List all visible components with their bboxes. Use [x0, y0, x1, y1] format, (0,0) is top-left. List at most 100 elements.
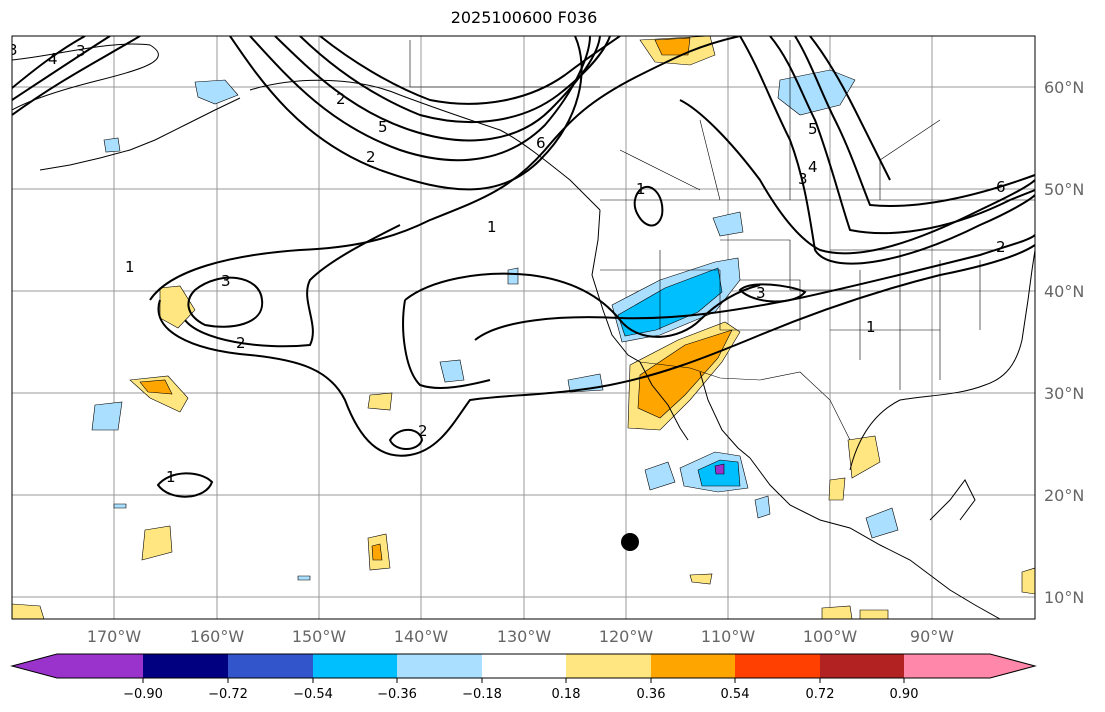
shade-patch: [821, 605, 853, 619]
shade-patch: [159, 285, 196, 329]
contour-label: 6: [996, 178, 1006, 196]
border-states: [600, 239, 1000, 390]
colorbar-tick-label: 0.90: [890, 687, 919, 702]
colorbar-segment: [313, 654, 397, 678]
contour-line: [388, 428, 424, 450]
contours: [12, 36, 1035, 498]
shade-patch: [689, 573, 713, 585]
shade-patch: [141, 525, 173, 561]
contour-line: [184, 224, 401, 348]
map-panel: 3 4 3 5 2 6 1 1 2 3 3 1 2 2 1 6 4 3 5 1 …: [8, 36, 1035, 619]
contour-label: 3: [756, 284, 766, 302]
coast-mexico: [749, 457, 1001, 619]
border-canada-us: [409, 40, 1035, 201]
contour-label: 1: [487, 218, 497, 236]
colorbar-tick-label: −0.54: [293, 687, 333, 702]
colorbar-segment: [735, 654, 820, 678]
contour-line: [738, 283, 807, 303]
shaded-anomalies: [12, 36, 1035, 619]
contour-line: [299, 36, 611, 124]
contour-line: [739, 36, 1035, 265]
colorbar-segment: [397, 654, 482, 678]
map-title: 2025100600 F036: [450, 8, 598, 27]
coastlines: [12, 43, 1035, 619]
shade-patch: [12, 603, 45, 619]
contour-line: [187, 276, 264, 328]
contour-line: [769, 36, 1035, 235]
coast-east: [1021, 249, 1035, 341]
shade-patch: [103, 137, 121, 153]
colorbar-tick-label: 0.36: [637, 687, 666, 702]
coast-gulf: [849, 339, 1023, 471]
colorbar-tick-label: 0.72: [806, 687, 835, 702]
contour-label: 2: [336, 90, 346, 108]
contour-label: 6: [536, 134, 546, 152]
shade-patch: [654, 37, 691, 56]
contour-line: [679, 99, 1035, 255]
shade-patch: [297, 575, 311, 581]
lon-label: 140°W: [394, 627, 449, 646]
border-us-mexico: [639, 361, 851, 441]
shade-patch: [91, 401, 123, 431]
lat-label: 20°N: [1044, 486, 1084, 505]
lon-label: 120°W: [599, 627, 654, 646]
contour-label: 3: [8, 41, 18, 59]
contour-line: [319, 36, 621, 105]
colorbar-segment: [228, 654, 313, 678]
coast-uswest: [591, 209, 641, 363]
longitude-labels: 170°W 160°W 150°W 140°W 130°W 120°W 110°…: [87, 627, 954, 646]
contour-label: 4: [808, 158, 818, 176]
border-canada-prov: [619, 40, 941, 201]
colorbar-segment: [143, 654, 228, 678]
shade-patch: [712, 211, 744, 237]
storm-center-marker: [621, 533, 639, 551]
colorbar-segment: [12, 654, 143, 678]
shade-patch: [714, 463, 725, 475]
contour-label: 2: [236, 334, 246, 352]
map-frame: [11, 35, 1036, 620]
colorbar-segment: [566, 654, 651, 678]
shade-patch: [113, 503, 127, 509]
shade-patch: [139, 379, 173, 395]
lat-label: 60°N: [1044, 78, 1084, 97]
contour-line: [149, 36, 741, 301]
coast-aleutians: [39, 97, 241, 171]
lat-label: 50°N: [1044, 180, 1084, 199]
contour-line: [794, 36, 1035, 207]
contour-label: 1: [636, 180, 646, 198]
contour-label: 3: [221, 272, 231, 290]
contour-label: 5: [808, 120, 818, 138]
coast-baja: [639, 361, 751, 459]
colorbar-tick-label: −0.90: [123, 687, 163, 702]
colorbar-segment: [482, 654, 566, 678]
contour-label: 2: [366, 148, 376, 166]
shade-patch: [644, 461, 676, 491]
shade-patch: [194, 79, 239, 105]
borders: [409, 40, 1035, 441]
colorbar-segment: [820, 654, 904, 678]
colorbar-tick-label: −0.36: [377, 687, 417, 702]
shade-patch: [507, 267, 519, 285]
shade-patch: [859, 609, 889, 619]
latitude-labels: 60°N 50°N 40°N 30°N 20°N 10°N: [1044, 78, 1084, 607]
lat-label: 30°N: [1044, 384, 1084, 403]
lon-label: 130°W: [497, 627, 552, 646]
colorbar-outline: [10, 653, 1037, 679]
lon-label: 100°W: [803, 627, 858, 646]
contour-label: 5: [378, 118, 388, 136]
colorbar-segment: [651, 654, 735, 678]
colorbar-tick-label: 0.54: [721, 687, 750, 702]
coast-alaska-south: [249, 79, 601, 211]
contour-label: 1: [866, 318, 876, 336]
lon-label: 90°W: [910, 627, 954, 646]
contour-line: [12, 36, 86, 89]
coast-yucatan: [929, 479, 976, 521]
shade-patch: [367, 392, 393, 411]
lon-label: 160°W: [190, 627, 245, 646]
contour-label: 3: [798, 170, 808, 188]
lat-label: 10°N: [1044, 588, 1084, 607]
shade-patch: [828, 477, 846, 501]
lon-label: 170°W: [87, 627, 142, 646]
shade-patch: [439, 359, 465, 383]
